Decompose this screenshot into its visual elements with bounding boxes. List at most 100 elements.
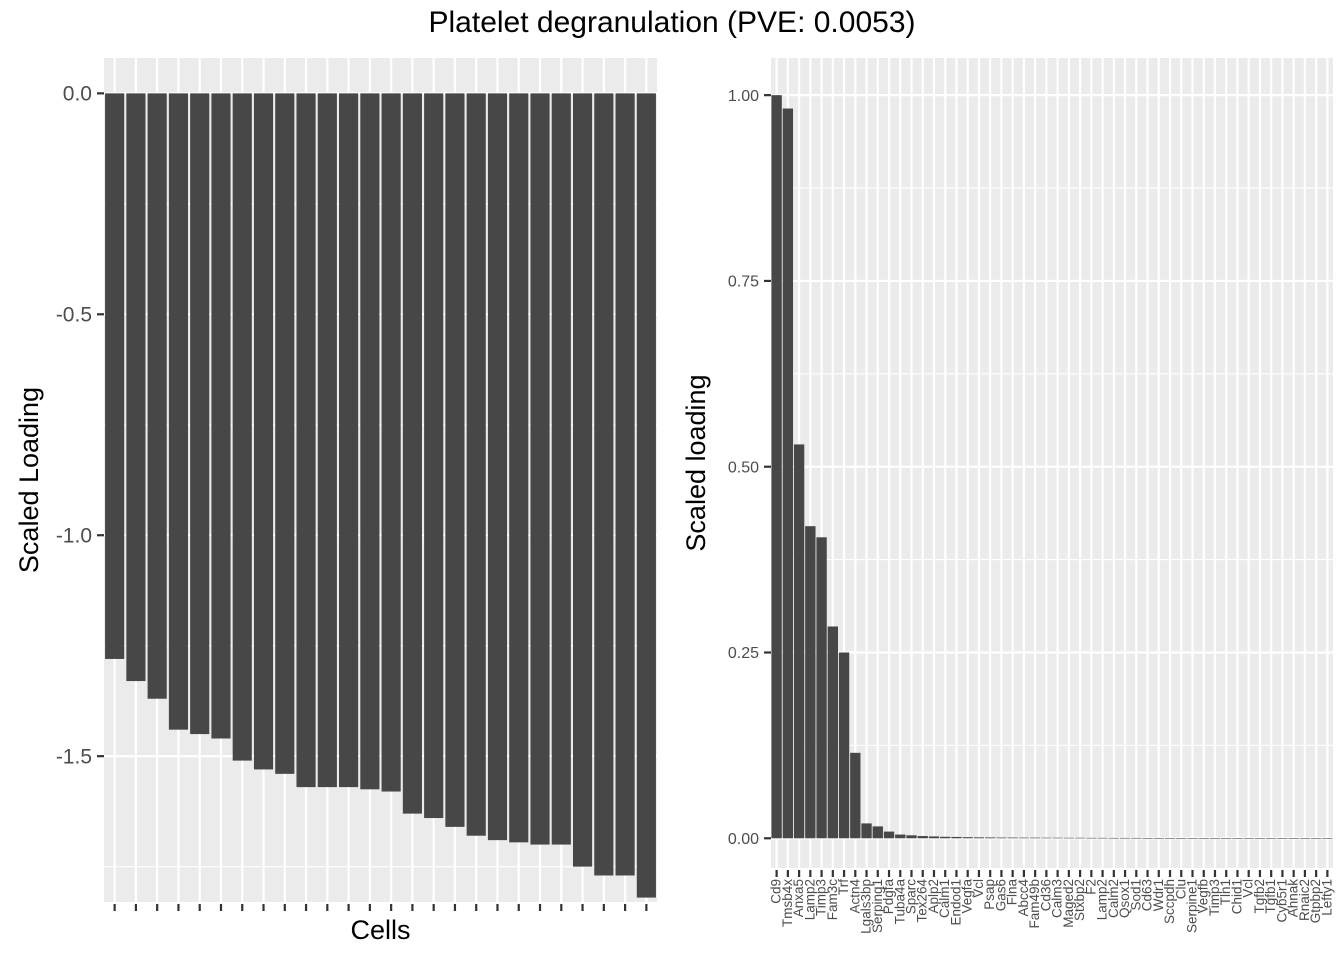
x-tick-label: Timp3 (814, 879, 829, 916)
x-tick-label: Cyb5r1 (1274, 879, 1289, 923)
bar (253, 93, 274, 770)
x-tick-label: Flna (1005, 879, 1020, 906)
bar (1164, 837, 1176, 839)
bar (1198, 838, 1209, 839)
bar (1209, 838, 1221, 839)
x-tick-label: Serping1 (870, 879, 885, 933)
bar (339, 93, 359, 788)
x-tick-label: Vcl (971, 879, 986, 898)
x-tick-label: Aplp2 (926, 879, 941, 914)
y-axis-title: Scaled loading (681, 374, 711, 551)
bar (1322, 838, 1333, 839)
bar (636, 93, 656, 898)
bar (906, 835, 917, 839)
bar (296, 93, 316, 788)
bar (1041, 837, 1052, 839)
bar (816, 537, 827, 839)
bar (509, 93, 529, 843)
bar (190, 93, 210, 735)
bar (1153, 837, 1164, 839)
x-tick-label: Calm1 (937, 879, 952, 918)
x-tick-label: Fam49b (1027, 879, 1042, 929)
bar (1254, 838, 1266, 839)
x-tick-label: Tgfb1 (1263, 879, 1278, 914)
x-tick-label: Rnaic2 (1297, 879, 1312, 921)
left-chart-panel: 0.0 -0.5 -1.0 -1.5 Scaled Loading Cells (14, 58, 657, 945)
bar (1142, 837, 1153, 839)
bar (928, 836, 940, 839)
bar (1232, 838, 1243, 839)
x-tick-label: Trf (836, 879, 851, 895)
y-axis-title: Scaled Loading (14, 387, 44, 573)
bar (381, 93, 401, 792)
y-tick-label: 1.00 (728, 88, 759, 105)
bar (1063, 837, 1075, 839)
x-tick-label: Lamp2 (802, 879, 817, 920)
bar (445, 93, 465, 827)
bar (211, 93, 231, 739)
x-tick-label: Gas6 (993, 879, 1008, 911)
x-tick-label: Maged2 (1061, 879, 1076, 928)
x-tick-label: Tgfb2 (1252, 879, 1267, 914)
x-tick-label: Timp3 (1207, 879, 1222, 916)
bar (402, 93, 422, 814)
x-tick-label: Lamp2 (1095, 879, 1110, 920)
bar (771, 95, 782, 839)
x-tick-label: F2 (1083, 879, 1098, 895)
x-tick-label: Gtpbp2 (1308, 879, 1323, 923)
bar (530, 93, 550, 845)
bar (850, 752, 861, 839)
x-tick-label: Wdr1 (1151, 879, 1166, 911)
x-tick-label: Qsox1 (1117, 879, 1132, 918)
x-tick-label: Calm3 (1050, 879, 1065, 918)
bar (1310, 838, 1322, 839)
panel-background (771, 58, 1333, 868)
x-tick-label: Tmsb4x (780, 879, 795, 927)
x-tick-label: Sparc (904, 879, 919, 915)
bar (1007, 837, 1018, 839)
bar (105, 93, 125, 659)
x-tick-label: Calm2 (1106, 879, 1121, 918)
bar (951, 836, 962, 839)
bar (487, 93, 508, 841)
bar (996, 837, 1007, 839)
bar (1299, 838, 1311, 839)
bar (551, 93, 571, 845)
x-tick-label: Vegfa (960, 879, 975, 914)
bar (424, 93, 444, 819)
bar (594, 93, 614, 876)
x-tick-label: Clu (1173, 879, 1188, 899)
x-tick-label: Serpine1 (1185, 879, 1200, 933)
bar (317, 93, 337, 788)
bar (360, 93, 380, 790)
y-tick-label: -1.0 (56, 525, 92, 548)
bar (827, 626, 838, 839)
y-tick-label: 0.0 (63, 83, 92, 106)
y-tick-label: 0.25 (728, 645, 759, 662)
bar (1187, 838, 1198, 839)
x-tick-label: Chid1 (1229, 879, 1244, 914)
bar (973, 837, 985, 839)
bar (1243, 838, 1254, 839)
bar (872, 826, 883, 839)
bar (1266, 838, 1277, 839)
y-tick-label: 0.00 (728, 831, 759, 848)
bar (1029, 837, 1041, 839)
x-tick-label: Pdgfa (881, 879, 896, 915)
bar (1018, 837, 1030, 839)
bar (1052, 837, 1063, 839)
bar (1074, 837, 1086, 839)
x-tick-label: Ahnak (1286, 879, 1301, 918)
bar (572, 93, 593, 867)
y-tick-label: -0.5 (56, 304, 92, 327)
bar (1221, 838, 1232, 839)
y-tick-label: -1.5 (56, 746, 92, 769)
bar (1288, 838, 1299, 839)
bar (861, 823, 872, 839)
bar (1108, 837, 1119, 839)
x-tick-label: Vegfb (1196, 879, 1211, 914)
bar (985, 837, 996, 839)
bar (883, 831, 895, 839)
bar (895, 834, 906, 839)
